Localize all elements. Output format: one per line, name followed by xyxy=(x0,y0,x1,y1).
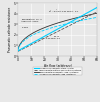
Text: $R_c^* = R_{c,ref}^* + 0.919\,Q_{air} + 3.1$: $R_c^* = R_{c,ref}^* + 0.919\,Q_{air} + … xyxy=(48,8,79,15)
X-axis label: Air flow (arbitrary): Air flow (arbitrary) xyxy=(44,64,71,68)
Legend: Linearized pneumatic stack resistor, Experimental battery pneumatic resistance, : Linearized pneumatic stack resistor, Exp… xyxy=(33,67,82,75)
Text: $R_c^* = 0.900\,Q_{air,min}^{-0.75}$: $R_c^* = 0.900\,Q_{air,min}^{-0.75}$ xyxy=(40,35,61,42)
Y-axis label: Pneumatic cathode resistance: Pneumatic cathode resistance xyxy=(8,7,12,52)
Text: $0.9^{0.75}$: $0.9^{0.75}$ xyxy=(21,25,30,31)
Text: Temperature: 70 °C
Apparent: 100%: Temperature: 70 °C Apparent: 100% xyxy=(21,19,42,22)
